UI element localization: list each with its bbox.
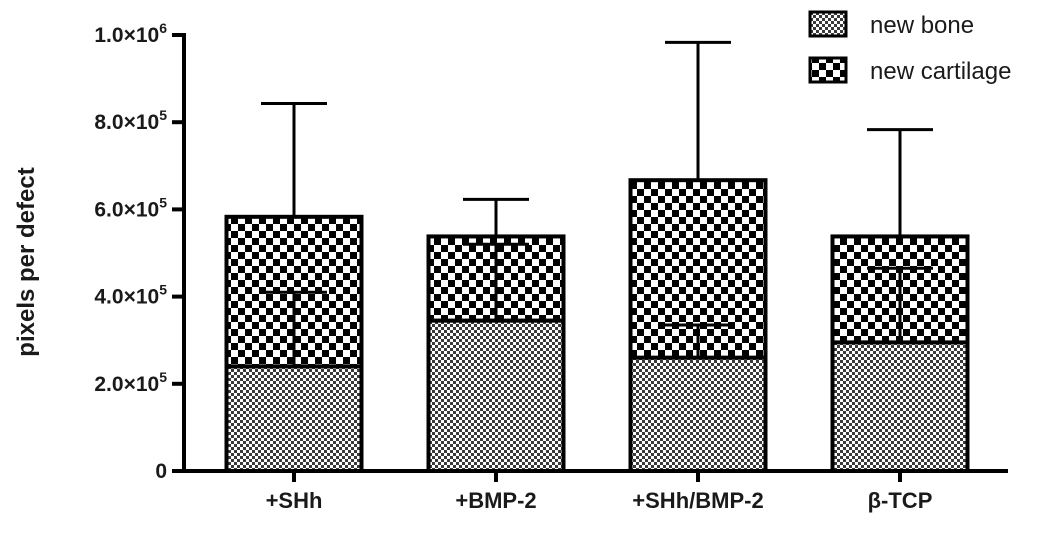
bar-segment (426, 318, 566, 473)
bar-segment (628, 355, 768, 474)
x-tick-label: +SHh (266, 488, 323, 513)
y-tick-label: 2.0×105 (94, 369, 167, 396)
y-tick-label: 1.0×106 (94, 20, 167, 47)
x-tick-label: +BMP-2 (455, 488, 536, 513)
y-axis: 0 2.0×105 4.0×105 6.0×105 8.0×105 1.0×106 (94, 20, 186, 483)
y-tick-label: 8.0×105 (94, 107, 167, 134)
bar-segment (224, 364, 364, 473)
y-axis-title: pixels per defect (13, 167, 40, 356)
x-tick-label: +SHh/BMP-2 (632, 488, 763, 513)
error-bars (261, 40, 933, 367)
y-tick-label: 0 (155, 460, 167, 483)
y-tick-label: 4.0×105 (94, 282, 167, 309)
legend-label: new cartilage (870, 58, 1011, 85)
x-tick-label: β-TCP (868, 488, 933, 513)
legend-swatch (808, 56, 848, 84)
legend-swatch (808, 10, 848, 38)
y-tick-label: 6.0×105 (94, 194, 167, 221)
x-axis: +SHh +BMP-2 +SHh/BMP-2 β-TCP (182, 469, 1008, 513)
bars (224, 178, 970, 474)
bar-segment (830, 340, 970, 473)
legend-label: new bone (870, 12, 974, 39)
legend: new bone new cartilage (808, 10, 1011, 85)
